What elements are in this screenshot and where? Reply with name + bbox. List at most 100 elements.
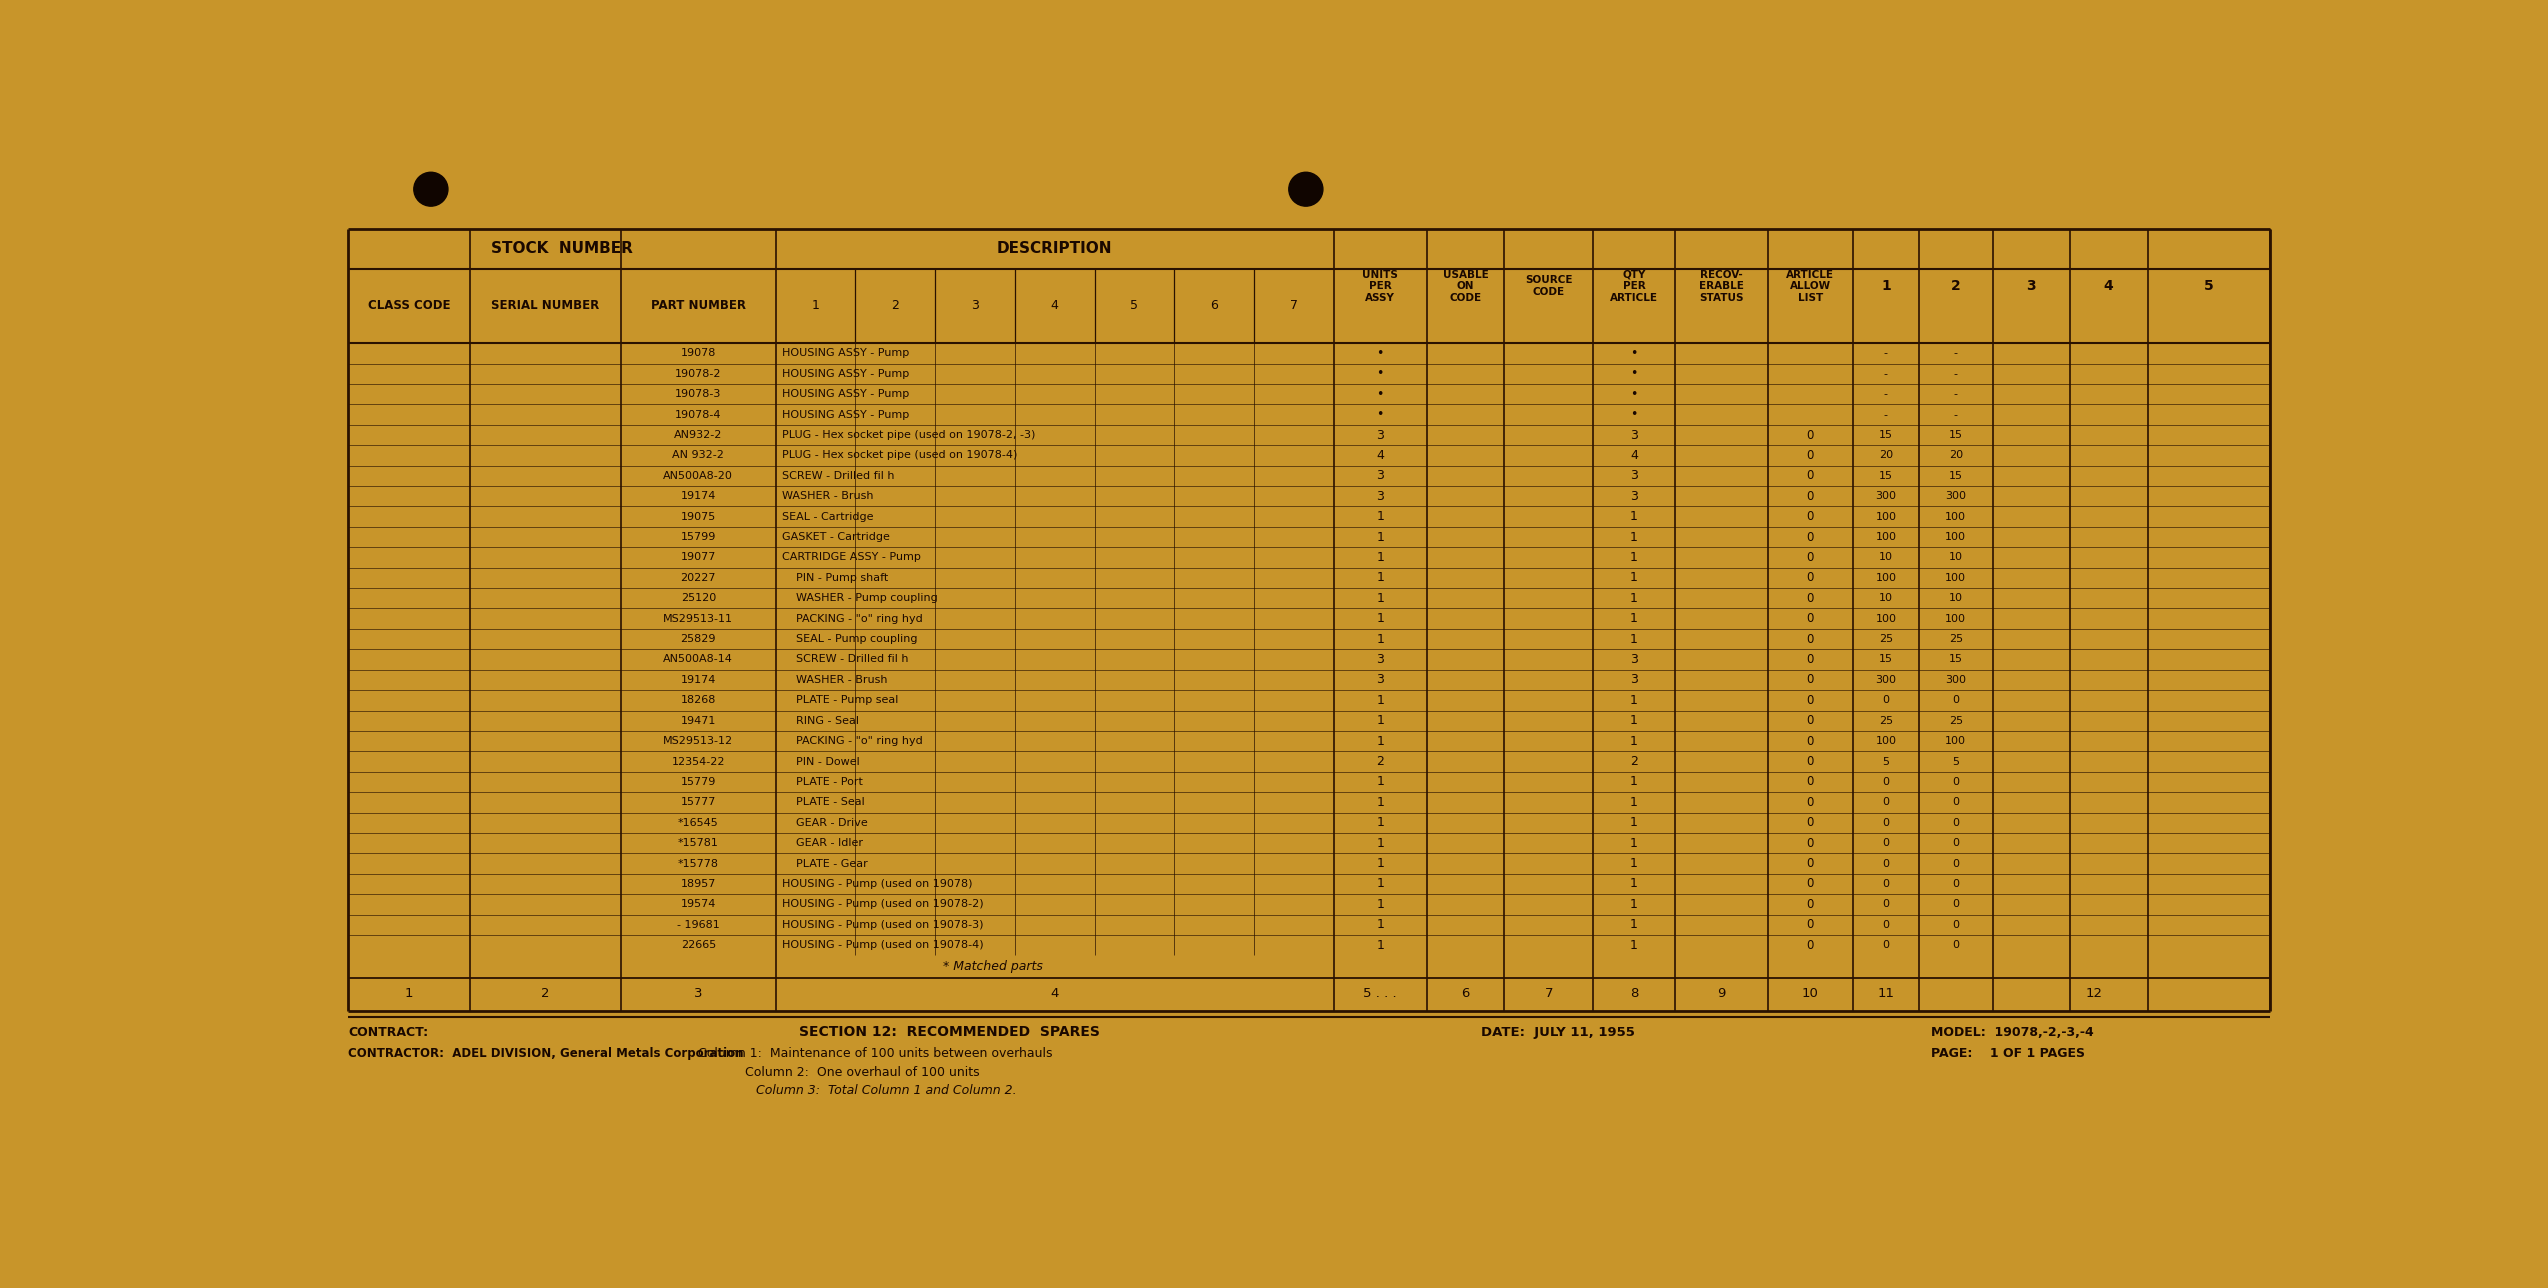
- Text: 8: 8: [1631, 987, 1638, 999]
- Text: 19471: 19471: [680, 716, 716, 725]
- Text: HOUSING - Pump (used on 19078-4): HOUSING - Pump (used on 19078-4): [782, 940, 984, 951]
- Text: 300: 300: [1875, 675, 1896, 685]
- Text: DATE:  JULY 11, 1955: DATE: JULY 11, 1955: [1480, 1025, 1636, 1039]
- Text: 1: 1: [1631, 572, 1638, 585]
- Text: 0: 0: [1883, 797, 1891, 808]
- Text: MS29513-12: MS29513-12: [662, 737, 734, 746]
- Text: PLUG - Hex socket pipe (used on 19078-2, -3): PLUG - Hex socket pipe (used on 19078-2,…: [782, 430, 1034, 440]
- Text: Column 3:  Total Column 1 and Column 2.: Column 3: Total Column 1 and Column 2.: [757, 1084, 1017, 1097]
- Text: 2: 2: [1952, 279, 1959, 294]
- Text: 0: 0: [1807, 857, 1814, 869]
- Text: •: •: [1376, 346, 1384, 359]
- Text: •: •: [1631, 346, 1638, 359]
- Text: CARTRIDGE ASSY - Pump: CARTRIDGE ASSY - Pump: [782, 553, 920, 563]
- Text: 1: 1: [1376, 796, 1384, 809]
- Text: 0: 0: [1883, 940, 1891, 951]
- Text: 300: 300: [1875, 491, 1896, 501]
- Text: 10: 10: [1878, 594, 1893, 603]
- Text: •: •: [1376, 367, 1384, 380]
- Text: 19174: 19174: [680, 491, 716, 501]
- Text: 0: 0: [1807, 429, 1814, 442]
- Text: 6: 6: [1463, 987, 1470, 999]
- Text: 25: 25: [1949, 634, 1962, 644]
- Text: 2: 2: [540, 987, 550, 999]
- Text: 1: 1: [1631, 775, 1638, 788]
- Text: 2: 2: [892, 299, 899, 313]
- Text: 1: 1: [1376, 877, 1384, 890]
- Text: 3: 3: [1376, 469, 1384, 482]
- Text: PLATE - Pump seal: PLATE - Pump seal: [782, 696, 899, 706]
- Text: 2: 2: [1631, 755, 1638, 768]
- Text: 19078: 19078: [680, 349, 716, 358]
- Circle shape: [413, 173, 448, 206]
- Text: 1: 1: [1631, 591, 1638, 605]
- Text: 0: 0: [1952, 920, 1959, 930]
- Text: 7: 7: [1289, 299, 1297, 313]
- Text: 1: 1: [1631, 510, 1638, 523]
- Text: SERIAL NUMBER: SERIAL NUMBER: [492, 299, 599, 313]
- Text: 0: 0: [1807, 837, 1814, 850]
- Text: 0: 0: [1807, 734, 1814, 747]
- Text: 0: 0: [1807, 817, 1814, 829]
- Text: - 19681: - 19681: [678, 920, 719, 930]
- Text: 0: 0: [1883, 859, 1891, 868]
- Text: 15: 15: [1949, 471, 1962, 480]
- Text: 1: 1: [1631, 694, 1638, 707]
- Text: 1: 1: [1631, 817, 1638, 829]
- Text: 11: 11: [1878, 987, 1893, 999]
- Text: 1: 1: [1376, 734, 1384, 747]
- Text: 0: 0: [1807, 612, 1814, 625]
- Text: -: -: [1883, 410, 1888, 420]
- Text: 0: 0: [1807, 898, 1814, 911]
- Text: 1: 1: [1376, 817, 1384, 829]
- Text: 0: 0: [1883, 899, 1891, 909]
- Text: 0: 0: [1807, 674, 1814, 687]
- Text: 0: 0: [1883, 818, 1891, 828]
- Text: 0: 0: [1807, 450, 1814, 462]
- Text: 0: 0: [1883, 777, 1891, 787]
- Text: HOUSING ASSY - Pump: HOUSING ASSY - Pump: [782, 410, 910, 420]
- Text: 3: 3: [1376, 429, 1384, 442]
- Text: 15: 15: [1949, 430, 1962, 440]
- Text: 20: 20: [1949, 451, 1962, 460]
- Text: 4: 4: [1050, 299, 1057, 313]
- Text: 19174: 19174: [680, 675, 716, 685]
- Text: 4: 4: [1376, 450, 1384, 462]
- Text: 15: 15: [1949, 654, 1962, 665]
- Text: 100: 100: [1875, 511, 1896, 522]
- Text: 0: 0: [1807, 632, 1814, 645]
- Text: SCREW - Drilled fil h: SCREW - Drilled fil h: [782, 654, 910, 665]
- Text: 1: 1: [1376, 551, 1384, 564]
- Text: -: -: [1883, 349, 1888, 358]
- Text: HOUSING - Pump (used on 19078-3): HOUSING - Pump (used on 19078-3): [782, 920, 984, 930]
- Text: 4: 4: [1050, 987, 1060, 999]
- Text: 19078-4: 19078-4: [675, 410, 721, 420]
- Text: 12: 12: [2087, 987, 2102, 999]
- Text: 1: 1: [1631, 734, 1638, 747]
- Text: 1: 1: [1631, 837, 1638, 850]
- Text: ARTICLE
ALLOW
LIST: ARTICLE ALLOW LIST: [1786, 269, 1835, 303]
- Text: MS29513-11: MS29513-11: [662, 613, 734, 623]
- Text: SOURCE
CODE: SOURCE CODE: [1526, 276, 1572, 298]
- Text: CONTRACTOR:  ADEL DIVISION, General Metals Corporation: CONTRACTOR: ADEL DIVISION, General Metal…: [349, 1047, 744, 1060]
- Text: 2: 2: [1376, 755, 1384, 768]
- Text: 1: 1: [1376, 591, 1384, 605]
- Text: 1: 1: [1376, 939, 1384, 952]
- Text: •: •: [1631, 388, 1638, 401]
- Text: 0: 0: [1952, 777, 1959, 787]
- Text: 18957: 18957: [680, 878, 716, 889]
- Text: 0: 0: [1807, 572, 1814, 585]
- Text: WASHER - Brush: WASHER - Brush: [782, 675, 887, 685]
- Text: 19078-3: 19078-3: [675, 389, 721, 399]
- Text: 19077: 19077: [680, 553, 716, 563]
- Text: •: •: [1631, 408, 1638, 421]
- Text: 10: 10: [1949, 553, 1962, 563]
- Text: PLUG - Hex socket pipe (used on 19078-4): PLUG - Hex socket pipe (used on 19078-4): [782, 451, 1017, 460]
- Text: 15: 15: [1878, 654, 1893, 665]
- Text: •: •: [1631, 367, 1638, 380]
- Text: 0: 0: [1807, 877, 1814, 890]
- Text: 10: 10: [1878, 553, 1893, 563]
- Text: 0: 0: [1952, 859, 1959, 868]
- Text: 1: 1: [1376, 837, 1384, 850]
- Text: •: •: [1376, 408, 1384, 421]
